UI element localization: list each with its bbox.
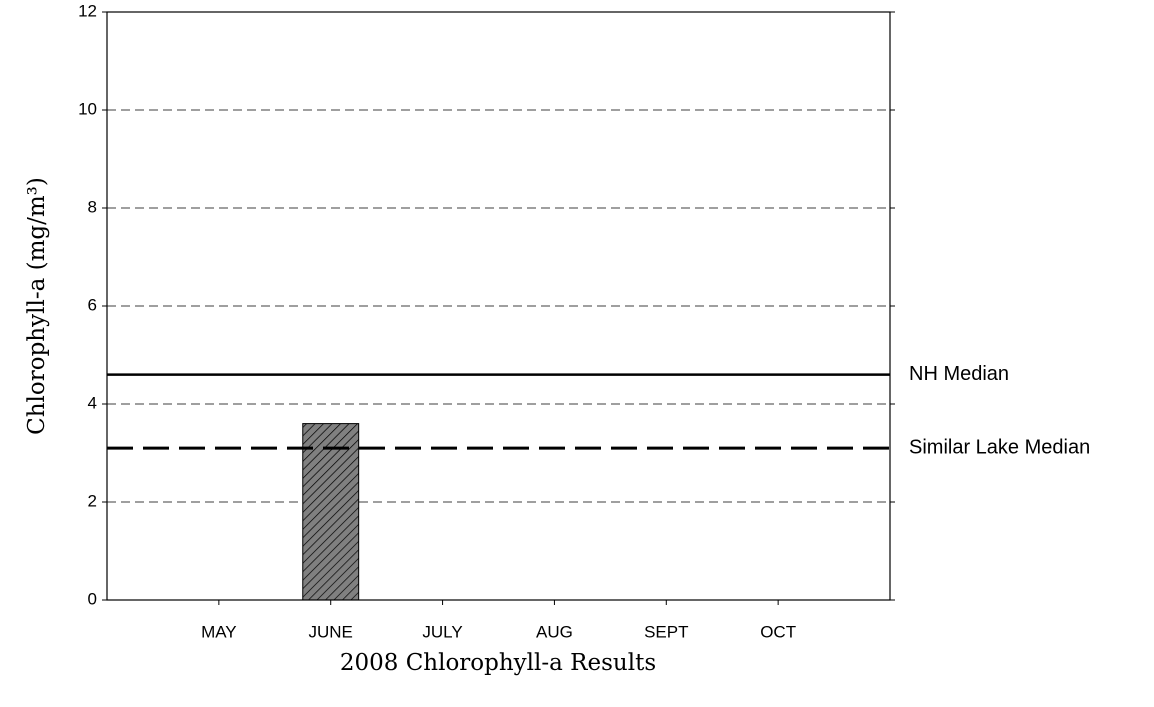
x-tick-label: OCT [760, 622, 796, 641]
x-tick-label: SEPT [644, 622, 688, 641]
bar [302, 423, 360, 601]
y-tick-label: 2 [88, 491, 97, 510]
y-tick-label: 12 [78, 1, 97, 20]
x-tick-label: AUG [536, 622, 573, 641]
y-tick-label: 10 [78, 99, 97, 118]
x-tick-label: MAY [201, 622, 237, 641]
y-axis-label: Chlorophyll-a (mg/m³) [24, 177, 50, 435]
y-tick-label: 6 [88, 295, 97, 314]
reference-label: Similar Lake Median [909, 436, 1090, 458]
y-tick-label: 8 [88, 197, 97, 216]
x-tick-label: JULY [422, 622, 462, 641]
reference-label: NH Median [909, 363, 1009, 385]
y-tick-label: 4 [88, 393, 97, 412]
plot-frame [106, 11, 891, 601]
chart-title: 2008 Chlorophyll-a Results [340, 650, 656, 676]
x-tick-label: JUNE [309, 622, 353, 641]
y-tick-label: 0 [88, 589, 97, 608]
